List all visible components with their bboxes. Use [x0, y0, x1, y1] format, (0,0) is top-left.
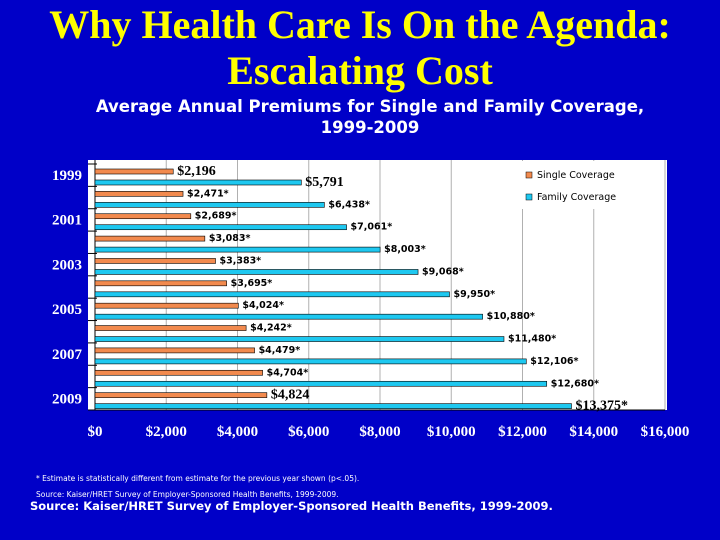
data-label: $13,375*	[575, 399, 628, 414]
bar-family	[94, 269, 419, 275]
data-label: $8,003*	[384, 244, 426, 255]
data-label: $2,196	[177, 164, 216, 179]
legend-swatch	[525, 171, 533, 179]
data-label: $4,824	[271, 388, 310, 403]
bar-single	[94, 369, 263, 376]
y-tick-label: 1999	[52, 168, 82, 184]
chart-title: Average Annual Premiums for Single and F…	[95, 97, 645, 137]
legend-box	[518, 161, 662, 209]
bar-single	[94, 168, 174, 175]
bar-single	[94, 280, 227, 287]
data-label: $5,791	[305, 175, 344, 190]
title-line-1: Why Health Care Is On the Agenda:	[49, 2, 671, 47]
x-tick-label: $16,000	[641, 424, 690, 440]
y-tick-label: 2001	[52, 213, 82, 229]
bar-family	[94, 313, 483, 320]
bar-single	[94, 347, 255, 354]
data-label: $7,061*	[351, 222, 393, 233]
bar-family	[94, 380, 548, 387]
x-tick-label: $12,000	[498, 424, 547, 440]
bar-family	[94, 358, 527, 365]
data-label: $6,438*	[328, 199, 370, 210]
data-label: $4,704*	[267, 367, 309, 378]
y-tick-label: 2009	[52, 392, 82, 408]
data-label: $10,880*	[487, 311, 535, 322]
legend-label: Single Coverage	[537, 170, 615, 181]
bar-single	[94, 213, 192, 220]
bar-single	[94, 392, 268, 398]
data-label: $2,471*	[187, 188, 229, 199]
data-label: $12,680*	[551, 378, 599, 389]
y-tick-label: 2003	[52, 257, 82, 273]
legend: Single Coverage Family Coverage	[518, 161, 662, 209]
x-tick-label: $0	[88, 424, 103, 440]
title-line-2: Escalating Cost	[227, 48, 493, 93]
y-tick-label: 2005	[52, 302, 82, 318]
slide-title: Why Health Care Is On the Agenda: Escala…	[0, 2, 720, 94]
data-label: $3,695*	[231, 278, 273, 289]
legend-label: Family Coverage	[537, 192, 616, 203]
bar-family	[94, 246, 381, 253]
data-label: $4,024*	[242, 300, 284, 311]
data-label: $2,689*	[195, 211, 237, 222]
data-label: $3,383*	[220, 255, 262, 266]
legend-swatch	[525, 193, 533, 201]
bar-single	[94, 325, 247, 331]
bar-family	[94, 202, 325, 208]
bar-single	[94, 302, 239, 309]
x-tick-label: $8,000	[359, 424, 400, 440]
x-tick-label: $14,000	[569, 424, 618, 440]
bar-single	[94, 235, 206, 242]
bar-single	[94, 258, 216, 264]
data-label: $11,480*	[508, 334, 556, 345]
bar-family	[94, 403, 572, 409]
bar-family	[94, 224, 347, 231]
data-label: $4,242*	[250, 323, 292, 334]
x-tick-label: $2,000	[146, 424, 187, 440]
data-label: $4,479*	[259, 345, 301, 356]
footnote: * Estimate is statistically different fr…	[36, 474, 360, 483]
bar-family	[94, 336, 505, 342]
x-tick-label: $4,000	[217, 424, 258, 440]
x-tick-label: $6,000	[288, 424, 329, 440]
bar-family	[94, 291, 450, 298]
data-label: $3,083*	[209, 233, 251, 244]
bar-family	[94, 179, 302, 186]
source-small: Source: Kaiser/HRET Survey of Employer-S…	[36, 490, 339, 499]
source-note: Source: Kaiser/HRET Survey of Employer-S…	[30, 499, 553, 513]
data-label: $9,068*	[422, 266, 464, 277]
x-tick-label: $10,000	[427, 424, 476, 440]
data-label: $9,950*	[453, 289, 495, 300]
y-tick-label: 2007	[52, 347, 83, 363]
bar-single	[94, 191, 184, 197]
data-label: $12,106*	[530, 356, 578, 367]
